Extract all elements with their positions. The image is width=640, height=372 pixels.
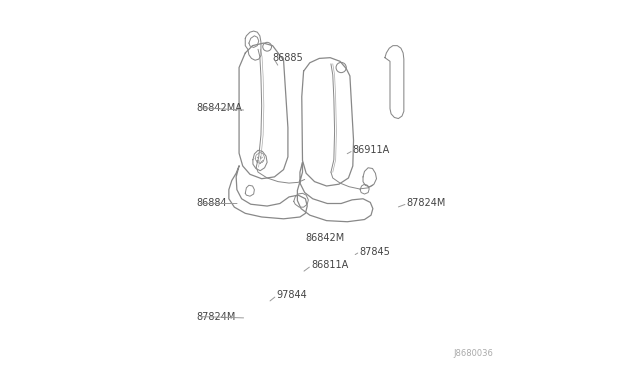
Text: 86911A: 86911A (353, 145, 390, 155)
Text: J8680036: J8680036 (453, 349, 493, 358)
Text: 87824M: 87824M (407, 199, 446, 208)
Text: 86842M: 86842M (305, 233, 345, 243)
Text: 86811A: 86811A (311, 260, 348, 270)
Text: 87824M: 87824M (196, 311, 236, 321)
Text: 86885: 86885 (273, 53, 303, 62)
Text: 87845: 87845 (360, 247, 390, 257)
Text: 86884: 86884 (196, 199, 227, 208)
Text: 86842MA: 86842MA (196, 103, 243, 113)
Text: 97844: 97844 (276, 291, 307, 300)
